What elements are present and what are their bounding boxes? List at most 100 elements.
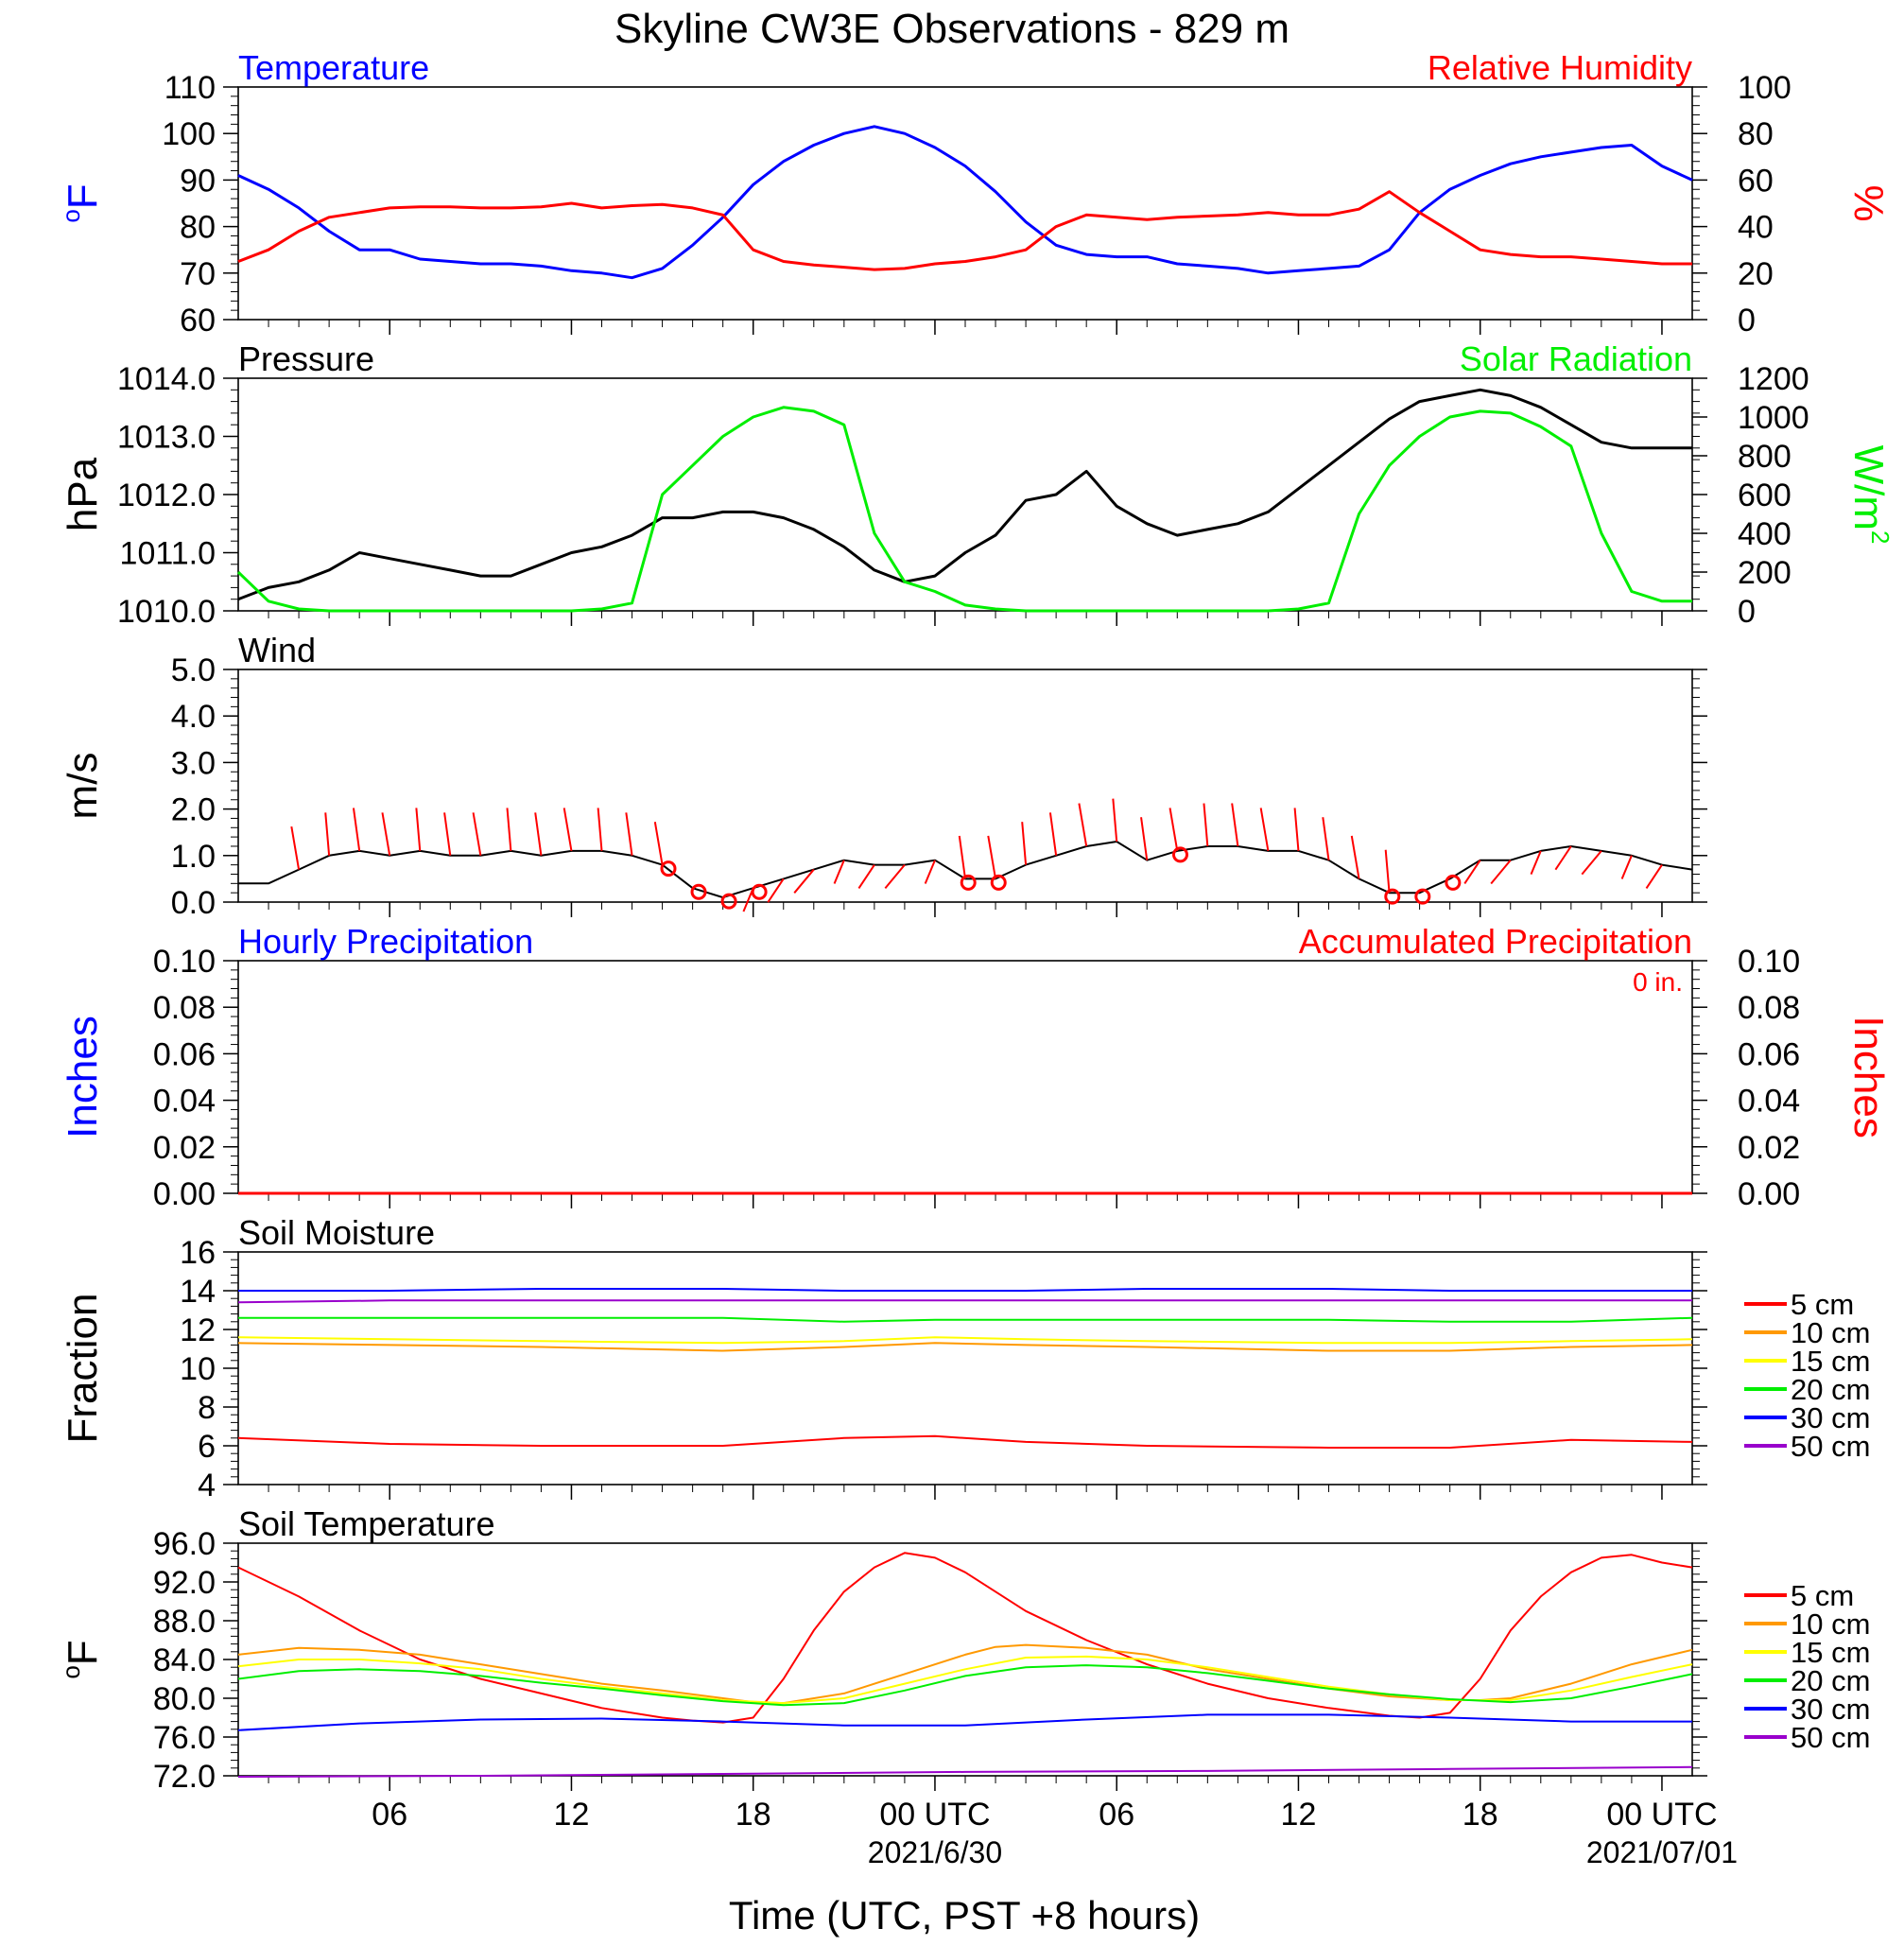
y-tick-label: 4 xyxy=(198,1468,216,1503)
y-tick-label: 12 xyxy=(180,1312,216,1348)
series-line-red xyxy=(237,1552,1693,1724)
panel-temp_rh: 60 70 80 90 100 110 0 20 40 60 80 100 Temperature Rel… xyxy=(57,48,1892,339)
wind-barb xyxy=(1168,808,1179,852)
x-tick-label: 06 xyxy=(1099,1797,1134,1833)
series-line-blue xyxy=(237,125,1693,280)
series-line-purple xyxy=(237,1299,1692,1304)
y-axis-label: Inches xyxy=(60,1016,106,1138)
y-right-tick-label: 600 xyxy=(1738,478,1791,513)
panel-title-left: Pressure xyxy=(238,339,374,378)
legend-label: 15 cm xyxy=(1791,1636,1870,1669)
x-date-label: 2021/6/30 xyxy=(868,1835,1002,1869)
y-tick-label: 16 xyxy=(180,1235,216,1271)
legend-label: 50 cm xyxy=(1791,1430,1870,1463)
series-line-blue xyxy=(237,1713,1692,1731)
y-tick-label: 10 xyxy=(180,1351,216,1387)
calm-wind-marker xyxy=(1414,888,1431,905)
wind-barb xyxy=(1645,864,1663,889)
wind-barb xyxy=(472,812,482,856)
wind-barb xyxy=(1112,798,1118,843)
wind-barb xyxy=(1581,850,1602,876)
wind-barb xyxy=(1140,817,1149,860)
y-tick-label: 92.0 xyxy=(153,1565,216,1601)
calm-wind-marker xyxy=(1445,874,1462,891)
wind-barb xyxy=(1231,803,1239,847)
panel-precip: 0.00 0.02 0.04 0.06 0.08 0.10 0.00 0.02 0.04 0.06… xyxy=(60,922,1892,1212)
plot-frame xyxy=(237,960,1693,1194)
y-tick-label: 80.0 xyxy=(153,1681,216,1717)
series-line-purple xyxy=(237,1765,1693,1778)
series-line-orange xyxy=(237,1342,1693,1352)
wind-barb xyxy=(793,868,815,894)
y-right-tick-label: 0.02 xyxy=(1738,1130,1800,1166)
y-tick-label: 84.0 xyxy=(153,1642,216,1678)
y-axis-label: oF xyxy=(57,183,106,222)
wind-barb xyxy=(1259,808,1270,852)
legend-label: 5 cm xyxy=(1791,1579,1854,1612)
y-tick-label: 0.08 xyxy=(153,990,216,1026)
y-axis-label-right: W/m2 xyxy=(1845,445,1895,545)
calm-wind-marker xyxy=(720,893,737,910)
y-right-tick-label: 1000 xyxy=(1738,400,1809,436)
y-right-tick-label: 0.00 xyxy=(1738,1176,1800,1212)
panel-title-left: Soil Moisture xyxy=(238,1213,435,1252)
calm-wind-marker xyxy=(690,883,707,900)
y-axis-label-right: Inches xyxy=(1845,1016,1892,1138)
y-right-tick-label: 800 xyxy=(1738,439,1791,475)
y-right-tick-label: 0.10 xyxy=(1738,944,1800,980)
panel-title-right: Relative Humidity xyxy=(1428,48,1692,87)
panel-soil_temp: 72.076.080.084.088.092.096.0 Soil Tempera… xyxy=(57,1504,1870,1795)
calm-wind-marker xyxy=(660,860,677,877)
calm-wind-marker xyxy=(1384,888,1401,905)
plot-frame xyxy=(237,1542,1693,1777)
legend-label: 10 cm xyxy=(1791,1316,1870,1349)
y-right-tick-label: 100 xyxy=(1738,70,1791,106)
y-tick-label: 88.0 xyxy=(153,1604,216,1640)
y-tick-label: 5.0 xyxy=(171,652,216,688)
panel-title-left: Hourly Precipitation xyxy=(238,922,533,961)
wind-barb xyxy=(1322,817,1330,860)
y-right-tick-label: 1200 xyxy=(1738,361,1809,397)
y-tick-label: 8 xyxy=(198,1390,216,1426)
y-right-tick-label: 0.04 xyxy=(1738,1084,1800,1120)
legend-label: 15 cm xyxy=(1791,1345,1870,1378)
wind-barb xyxy=(1293,808,1300,851)
wind-barb xyxy=(1203,803,1209,847)
y-right-tick-label: 60 xyxy=(1738,163,1774,199)
y-tick-label: 14 xyxy=(180,1274,216,1310)
y-right-tick-label: 0 xyxy=(1738,303,1756,339)
wind-barb xyxy=(534,812,543,856)
y-right-tick-label: 200 xyxy=(1738,555,1791,591)
x-tick-label: 06 xyxy=(372,1797,407,1833)
wind-barb xyxy=(1530,850,1542,876)
wind-barb xyxy=(884,864,906,890)
wind-barb xyxy=(958,835,966,879)
wind-barb xyxy=(1620,855,1633,879)
wind-barb xyxy=(924,860,936,884)
wind-barb xyxy=(1350,835,1360,879)
legend-label: 20 cm xyxy=(1791,1373,1870,1406)
panel-title-left: Wind xyxy=(238,631,316,669)
wind-barb xyxy=(381,812,391,856)
y-tick-label: 1010.0 xyxy=(117,594,216,630)
y-tick-label: 0.10 xyxy=(153,944,216,980)
series-line-black xyxy=(237,388,1692,601)
x-tick-label: 12 xyxy=(554,1797,590,1833)
y-tick-label: 100 xyxy=(162,116,216,152)
x-tick-label: 12 xyxy=(1281,1797,1317,1833)
y-tick-label: 0.02 xyxy=(153,1130,216,1166)
wind-barb xyxy=(597,808,603,851)
wind-barb xyxy=(352,808,361,852)
x-tick-label: 00 UTC xyxy=(879,1797,990,1833)
chart-title: Skyline CW3E Observations - 829 m xyxy=(614,6,1290,52)
panel-wind: 0.0 1.0 2.0 3.0 4.0 5.0 Wind m/s xyxy=(60,631,1707,921)
panel-note: 0 in. xyxy=(1633,967,1683,997)
y-tick-label: 80 xyxy=(180,210,216,246)
series-line-yellow xyxy=(237,1655,1693,1705)
wind-barb xyxy=(1490,860,1512,885)
wind-barb xyxy=(506,808,512,851)
series-line-green xyxy=(236,406,1692,613)
y-tick-label: 0.06 xyxy=(153,1036,216,1072)
